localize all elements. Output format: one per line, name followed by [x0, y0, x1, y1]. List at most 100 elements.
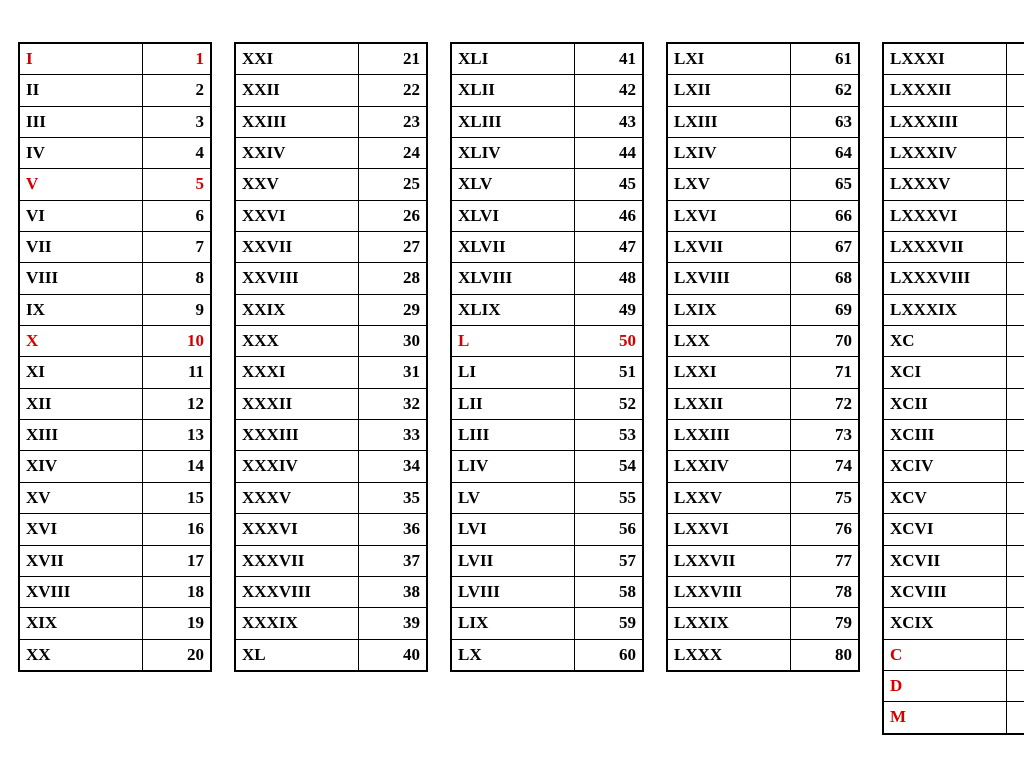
roman-cell: LI — [451, 357, 575, 388]
roman-cell: LV — [451, 482, 575, 513]
roman-cell: XXXI — [235, 357, 359, 388]
number-cell: 93 — [1007, 420, 1024, 451]
number-cell: 58 — [575, 576, 644, 607]
number-cell: 51 — [575, 357, 644, 388]
roman-cell: LXXII — [667, 388, 791, 419]
number-cell: 65 — [791, 169, 860, 200]
roman-cell: II — [19, 75, 143, 106]
table-row: LXIII63 — [667, 106, 859, 137]
table-row: LX60 — [451, 639, 643, 671]
number-cell: 85 — [1007, 169, 1024, 200]
roman-cell: LXI — [667, 43, 791, 75]
table-row: XVI16 — [19, 514, 211, 545]
number-cell: 69 — [791, 294, 860, 325]
roman-cell: XLV — [451, 169, 575, 200]
table-row: XVIII18 — [19, 576, 211, 607]
table-row: LXXXIII83 — [883, 106, 1024, 137]
roman-cell: XV — [19, 482, 143, 513]
table-row: IX9 — [19, 294, 211, 325]
number-cell: 500 — [1007, 670, 1024, 701]
roman-cell: XLII — [451, 75, 575, 106]
table-row: XCVIII98 — [883, 576, 1024, 607]
table-row: LXX70 — [667, 326, 859, 357]
table-row: XXXV35 — [235, 482, 427, 513]
table-row: LII52 — [451, 388, 643, 419]
table-row: XL40 — [235, 639, 427, 671]
roman-cell: LXXVIII — [667, 576, 791, 607]
table-row: XXXI31 — [235, 357, 427, 388]
roman-cell: L — [451, 326, 575, 357]
table-row: L50 — [451, 326, 643, 357]
number-cell: 73 — [791, 420, 860, 451]
roman-cell: LIV — [451, 451, 575, 482]
roman-cell: XXIII — [235, 106, 359, 137]
number-cell: 79 — [791, 608, 860, 639]
table-row: LXXXIV84 — [883, 138, 1024, 169]
table-row: XXXVI36 — [235, 514, 427, 545]
table-row: XXXII32 — [235, 388, 427, 419]
number-cell: 12 — [143, 388, 212, 419]
number-cell: 11 — [143, 357, 212, 388]
number-cell: 55 — [575, 482, 644, 513]
number-cell: 32 — [359, 388, 428, 419]
table-row: LXXIV74 — [667, 451, 859, 482]
roman-table-2: XXI21XXII22XXIII23XXIV24XXV25XXVI26XXVII… — [234, 42, 428, 672]
number-cell: 77 — [791, 545, 860, 576]
table-row: XCIII93 — [883, 420, 1024, 451]
table-row: XIV14 — [19, 451, 211, 482]
roman-table-3: XLI41XLII42XLIII43XLIV44XLV45XLVI46XLVII… — [450, 42, 644, 672]
roman-cell: XLIX — [451, 294, 575, 325]
table-row: XCI91 — [883, 357, 1024, 388]
roman-cell: XI — [19, 357, 143, 388]
roman-cell: XXXVI — [235, 514, 359, 545]
table-row: LVI56 — [451, 514, 643, 545]
number-cell: 48 — [575, 263, 644, 294]
roman-cell: XXVI — [235, 200, 359, 231]
number-cell: 100 — [1007, 639, 1024, 670]
table-row: LXII62 — [667, 75, 859, 106]
table-row: XCIX99 — [883, 608, 1024, 639]
table-row: LXVI66 — [667, 200, 859, 231]
table-row: XXXVII37 — [235, 545, 427, 576]
roman-cell: LXXXIV — [883, 138, 1007, 169]
table-row: LXXIII73 — [667, 420, 859, 451]
number-cell: 83 — [1007, 106, 1024, 137]
number-cell: 61 — [791, 43, 860, 75]
roman-cell: XXXVIII — [235, 576, 359, 607]
table-row: XIX19 — [19, 608, 211, 639]
table-row: XX20 — [19, 639, 211, 671]
number-cell: 46 — [575, 200, 644, 231]
roman-cell: XLVI — [451, 200, 575, 231]
number-cell: 60 — [575, 639, 644, 671]
roman-cell: XCVII — [883, 545, 1007, 576]
number-cell: 84 — [1007, 138, 1024, 169]
table-row: LXXIX79 — [667, 608, 859, 639]
table-row: XXXIV34 — [235, 451, 427, 482]
table-row: II2 — [19, 75, 211, 106]
table-row: LVIII58 — [451, 576, 643, 607]
number-cell: 66 — [791, 200, 860, 231]
number-cell: 33 — [359, 420, 428, 451]
number-cell: 67 — [791, 232, 860, 263]
number-cell: 4 — [143, 138, 212, 169]
table-row: IV4 — [19, 138, 211, 169]
number-cell: 37 — [359, 545, 428, 576]
number-cell: 1000 — [1007, 702, 1024, 734]
table-row: LXIX69 — [667, 294, 859, 325]
table-row: XCIV94 — [883, 451, 1024, 482]
number-cell: 99 — [1007, 608, 1024, 639]
number-cell: 24 — [359, 138, 428, 169]
roman-table-4: LXI61LXII62LXIII63LXIV64LXV65LXVI66LXVII… — [666, 42, 860, 672]
table-row: XLV45 — [451, 169, 643, 200]
number-cell: 8 — [143, 263, 212, 294]
number-cell: 36 — [359, 514, 428, 545]
roman-cell: XCVI — [883, 514, 1007, 545]
table-row: LXVIII68 — [667, 263, 859, 294]
roman-cell: XLVII — [451, 232, 575, 263]
table-row: LXIV64 — [667, 138, 859, 169]
number-cell: 86 — [1007, 200, 1024, 231]
table-row: XXII22 — [235, 75, 427, 106]
table-row: XLVIII48 — [451, 263, 643, 294]
table-row: XLIX49 — [451, 294, 643, 325]
table-row: XLIII43 — [451, 106, 643, 137]
